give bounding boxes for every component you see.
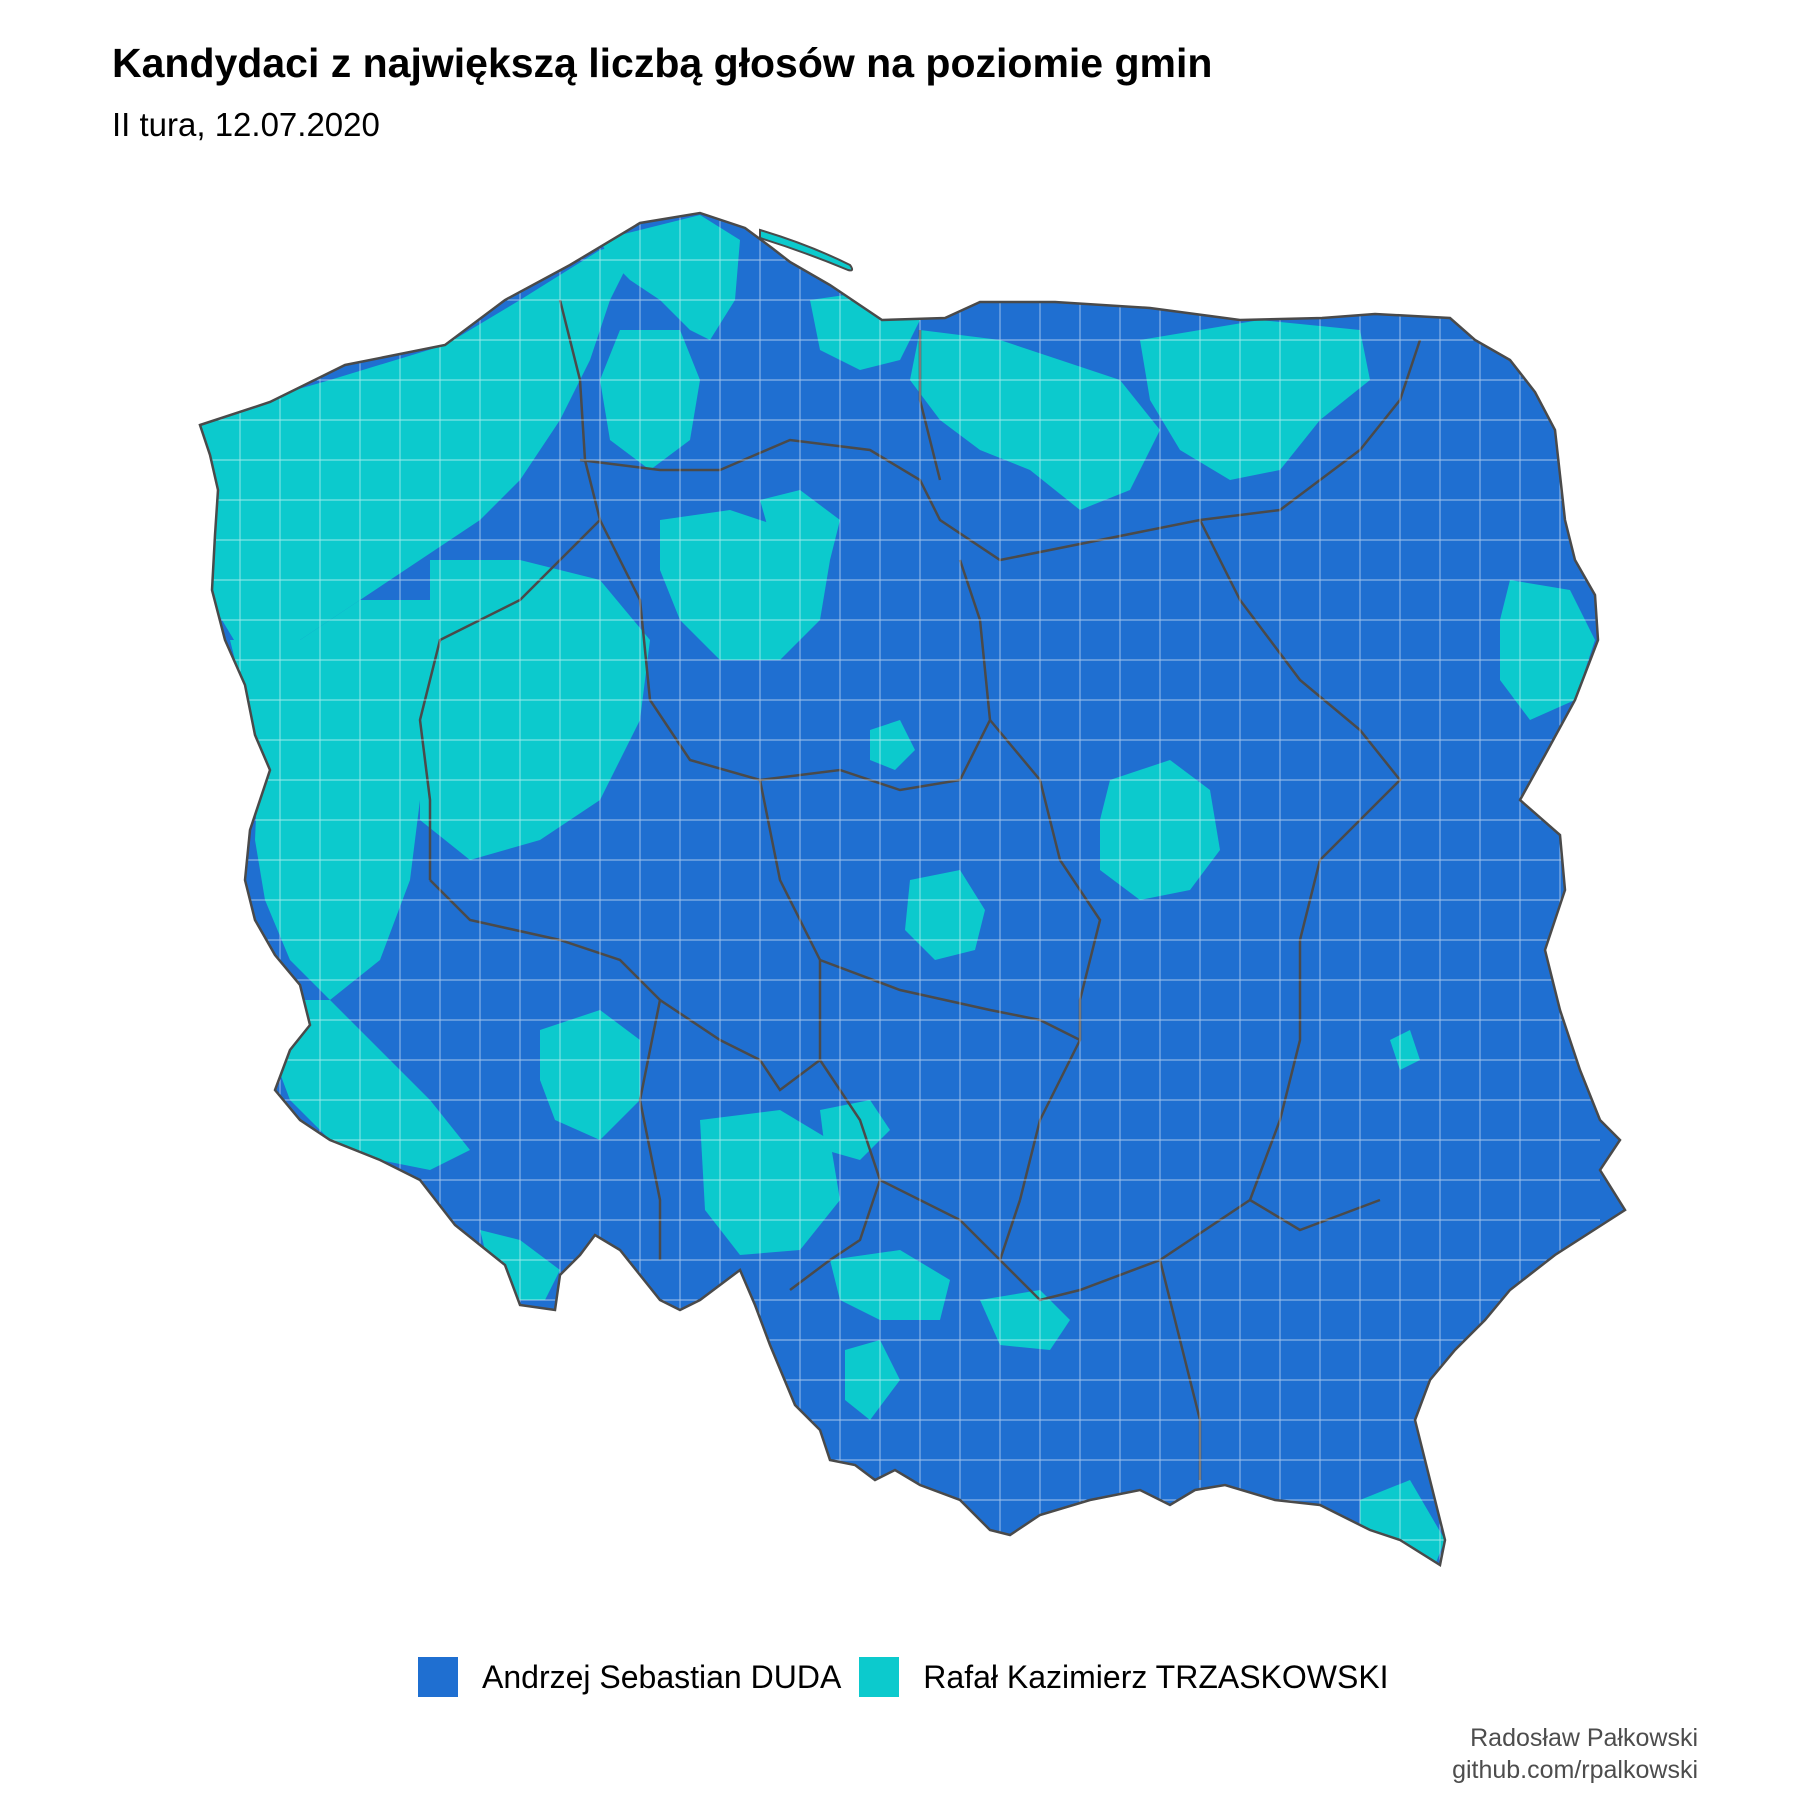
credit-author: Radosław Pałkowski bbox=[1470, 1724, 1698, 1752]
legend-swatch-duda bbox=[418, 1657, 458, 1697]
credit: Radosław Pałkowski github.com/rpalkowski bbox=[1452, 1722, 1698, 1786]
region-wroclaw bbox=[540, 1010, 640, 1140]
legend-item-duda: Andrzej Sebastian DUDA bbox=[418, 1657, 841, 1697]
chart-subtitle: II tura, 12.07.2020 bbox=[112, 106, 380, 143]
region-silesia bbox=[700, 1110, 840, 1255]
region-podlasie-east bbox=[1500, 580, 1595, 720]
region-bieszczady bbox=[1360, 1480, 1445, 1565]
legend-label-trzaskowski: Rafał Kazimierz TRZASKOWSKI bbox=[923, 1658, 1389, 1695]
region-pomerania bbox=[600, 215, 740, 340]
chart-title: Kandydaci z największą liczbą głosów na … bbox=[112, 40, 1213, 86]
region-poznan bbox=[870, 720, 915, 770]
region-krakow bbox=[980, 1290, 1070, 1350]
region-masuria bbox=[1140, 320, 1370, 480]
region-pomerania-south bbox=[600, 330, 700, 470]
legend: Andrzej Sebastian DUDA Rafał Kazimierz T… bbox=[418, 1657, 1407, 1697]
voivodeship-border bbox=[638, 999, 662, 1260]
voivodeship-border bbox=[789, 1059, 882, 1291]
region-wielkopolska-west bbox=[420, 560, 650, 860]
legend-label-duda: Andrzej Sebastian DUDA bbox=[482, 1658, 842, 1695]
voivodeship-border bbox=[989, 719, 1102, 1201]
legend-swatch-trzaskowski bbox=[859, 1657, 900, 1697]
legend-item-trzaskowski: Rafał Kazimierz TRZASKOWSKI bbox=[859, 1657, 1389, 1697]
voivodeship-border bbox=[758, 779, 822, 1092]
region-lodz bbox=[905, 870, 985, 960]
hel-peninsula bbox=[759, 228, 854, 272]
region-west-pomerania bbox=[200, 240, 640, 650]
region-opole bbox=[820, 1100, 890, 1160]
credit-url: github.com/rpalkowski bbox=[1452, 1756, 1698, 1784]
